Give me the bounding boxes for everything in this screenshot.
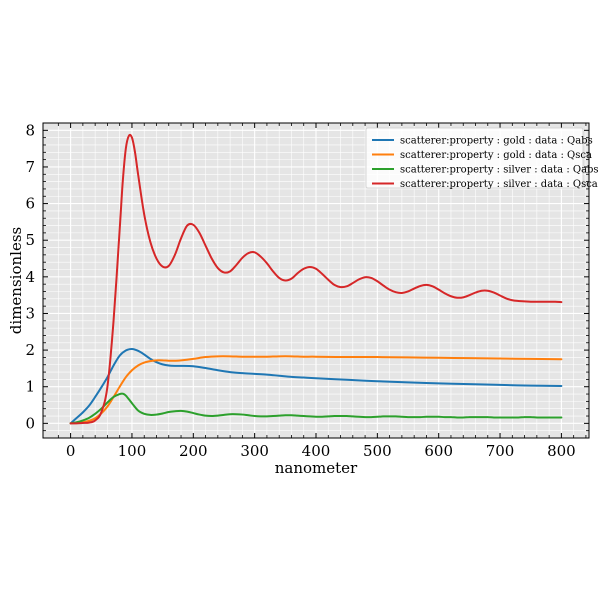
x-tick-label: 600 <box>424 442 453 460</box>
legend: scatterer:property : gold : data : Qabs s… <box>365 127 599 190</box>
x-tick-label: 200 <box>179 442 208 460</box>
y-tick-label: 0 <box>25 414 35 432</box>
legend-box <box>365 127 584 189</box>
series-line-3 <box>69 392 563 425</box>
x-axis-label: nanometer <box>275 459 358 477</box>
y-tick-label: 2 <box>25 341 35 359</box>
y-tick-label: 7 <box>25 158 35 176</box>
x-tick-label: 300 <box>240 442 269 460</box>
legend-label-2: scatterer:property : gold : data : Qsca <box>400 150 592 161</box>
x-tick-label: 400 <box>302 442 331 460</box>
y-tick-label: 5 <box>25 231 35 249</box>
y-tick-label: 3 <box>25 304 35 322</box>
x-tick-label: 100 <box>118 442 147 460</box>
y-tick-label: 8 <box>25 121 35 139</box>
series-line-2 <box>69 355 563 425</box>
series-line-4 <box>69 133 563 425</box>
y-tick-label: 6 <box>25 195 35 213</box>
y-tick-label: 1 <box>25 378 35 396</box>
legend-label-3: scatterer:property : silver : data : Qab… <box>400 165 599 176</box>
legend-label-4: scatterer:property : silver : data : Qsc… <box>400 179 598 190</box>
x-tick-label: 500 <box>363 442 392 460</box>
x-tick-label: 800 <box>547 442 576 460</box>
legend-label-1: scatterer:property : gold : data : Qabs <box>400 136 593 147</box>
y-tick-label: 4 <box>25 268 35 286</box>
series-lines <box>69 133 563 425</box>
x-tick-label: 700 <box>486 442 515 460</box>
axis-ticks: 0 100 200 300 400 500 600 700 800 0 1 2 3 4 5 6 7 8 <box>25 121 589 460</box>
x-tick-label: 0 <box>66 442 76 460</box>
y-axis-label: dimensionless <box>7 227 25 334</box>
